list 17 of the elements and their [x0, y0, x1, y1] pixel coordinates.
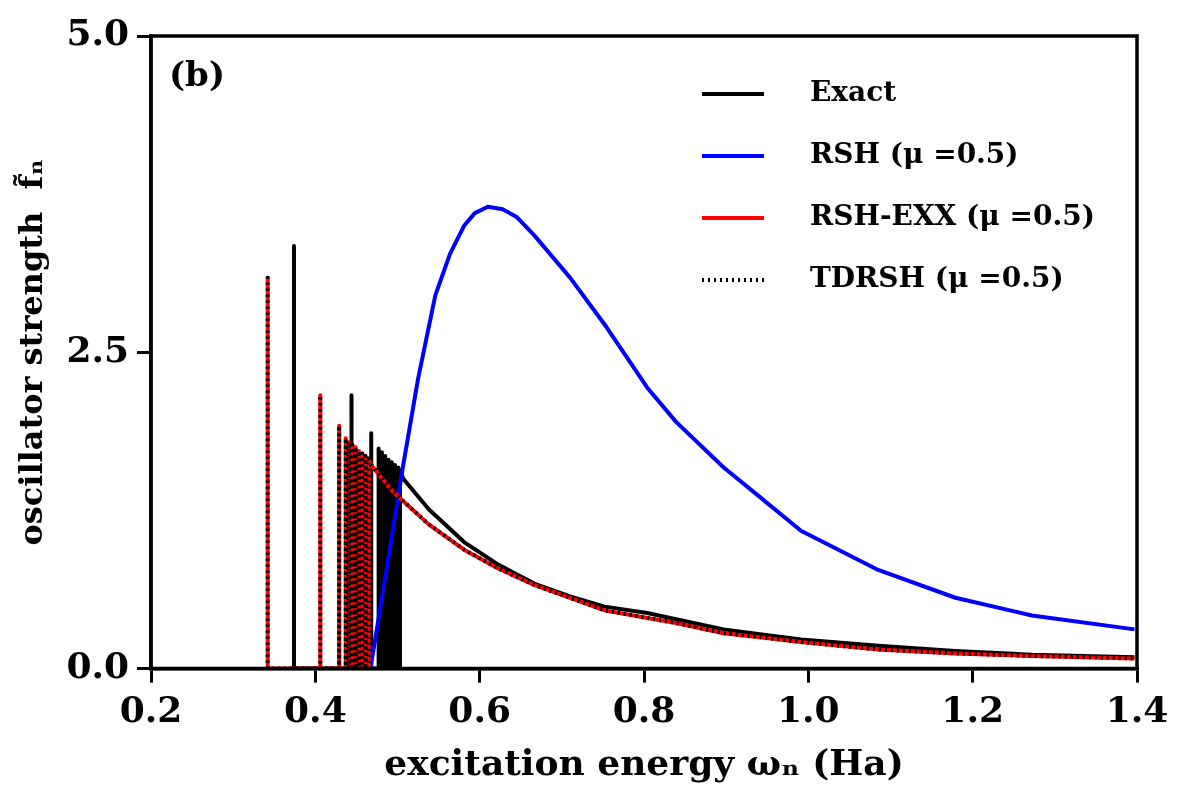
legend-label: RSH (μ =0.5) [809, 137, 1019, 171]
x-tick-label: 1.2 [941, 687, 1004, 730]
x-tick-label: 0.2 [119, 687, 183, 730]
y-tick-label: 0.0 [66, 643, 130, 686]
annotation: (b) [169, 53, 225, 94]
x-axis-title: excitation energy ωₙ (Ha) [384, 740, 904, 783]
x-tick-label: 0.8 [612, 687, 676, 730]
x-tick-label: 1.4 [1105, 687, 1169, 730]
legend-label: Exact [809, 75, 897, 109]
y-tick-label: 2.5 [66, 327, 130, 370]
y-axis-title: oscillator strength f̃ₙ [11, 159, 50, 546]
x-tick-label: 0.6 [448, 687, 512, 730]
x-tick-label: 0.4 [284, 687, 347, 730]
legend-label: TDRSH (μ =0.5) [809, 261, 1064, 295]
y-tick-label: 5.0 [66, 11, 130, 54]
x-tick-label: 1.0 [777, 687, 840, 730]
legend-label: RSH-EXX (μ =0.5) [809, 199, 1096, 233]
